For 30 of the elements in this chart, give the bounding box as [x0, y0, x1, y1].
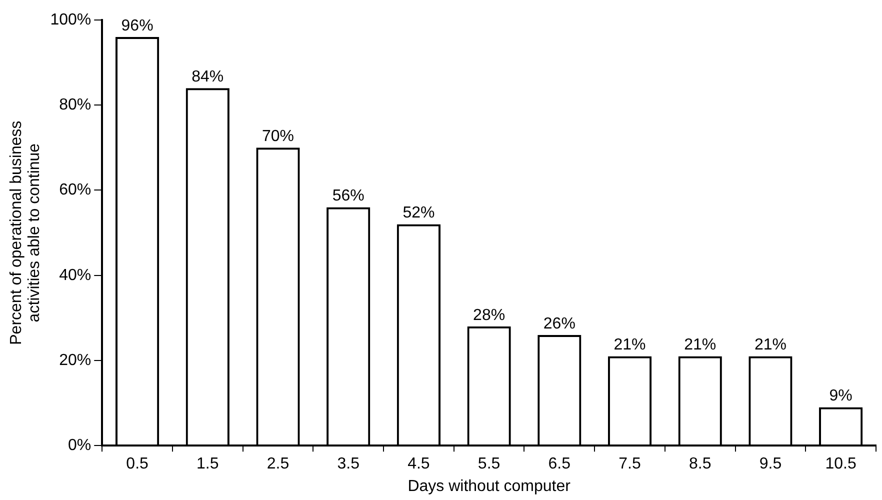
data-label: 28% — [473, 306, 506, 324]
data-label: 84% — [192, 68, 224, 86]
x-tick-label: 1.5 — [196, 456, 219, 473]
x-tick-label: 7.5 — [618, 456, 641, 473]
x-tick-label: 2.5 — [266, 456, 290, 473]
data-label: 21% — [754, 336, 786, 354]
x-tick-label: 3.5 — [337, 456, 360, 473]
data-label: 9% — [829, 388, 852, 405]
y-tick-label: 0% — [68, 437, 92, 454]
x-tick-label: 0.5 — [126, 456, 149, 473]
data-label: 21% — [684, 336, 716, 354]
x-tick-label: 8.5 — [688, 456, 712, 473]
data-label: 56% — [332, 188, 364, 205]
y-tick-label: 20% — [59, 352, 92, 369]
y-tick-label: 60% — [59, 182, 92, 199]
data-label: 21% — [614, 336, 646, 354]
x-tick-label: 10.5 — [825, 456, 856, 473]
data-label: 70% — [262, 128, 294, 146]
y-tick-label: 80% — [59, 96, 92, 114]
data-label: 96% — [121, 17, 154, 34]
y-tick-label: 40% — [59, 266, 92, 284]
data-label: 26% — [543, 315, 576, 332]
x-tick-label: 5.5 — [478, 456, 500, 473]
data-label: 52% — [402, 204, 435, 222]
x-tick-label: 9.5 — [759, 456, 782, 473]
y-tick-label: 100% — [50, 11, 92, 28]
x-tick-label: 6.5 — [548, 456, 571, 473]
y-axis-title: Percent of operational business activities able to continue — [8, 120, 43, 345]
x-axis-title: Days without computer — [408, 478, 572, 495]
x-tick-label: 4.5 — [408, 456, 430, 473]
